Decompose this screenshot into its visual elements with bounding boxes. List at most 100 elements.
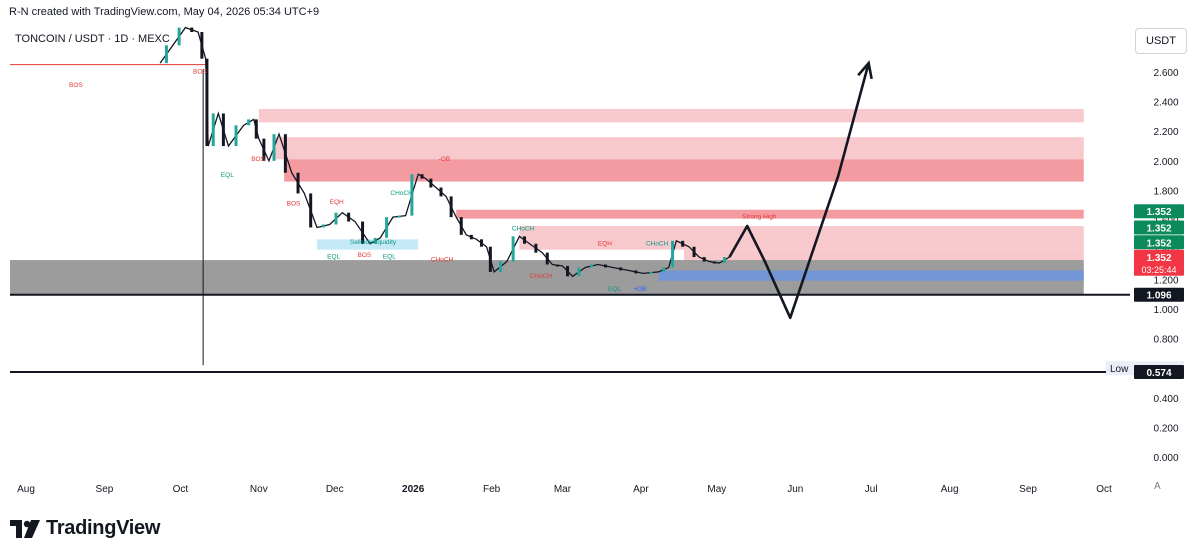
candle [681, 240, 685, 247]
candle [234, 125, 238, 147]
candle [262, 138, 266, 161]
x-tick-label: May [707, 484, 726, 495]
x-tick-label: Aug [941, 484, 959, 495]
candle [449, 196, 453, 218]
x-tick-label: Aug [17, 484, 35, 495]
candle [385, 217, 389, 238]
candle [420, 174, 424, 179]
annotation-label: +OB [633, 286, 646, 293]
candle [603, 264, 607, 268]
auto-scale-button[interactable]: A [1154, 481, 1161, 492]
candle [309, 193, 313, 228]
annotation-label: BOS [69, 82, 83, 89]
candle [590, 264, 594, 268]
candle [511, 236, 515, 262]
price-tag-label: 1.352 [1146, 238, 1171, 249]
y-tick-label: 0.200 [1153, 423, 1178, 434]
candle [662, 267, 666, 272]
candle [722, 257, 726, 264]
annotations-layer: BOS BOS BOS BOS EQL EQH CHoCH -OB Sellside liqui… [69, 68, 777, 293]
price-tag-bg [1134, 365, 1184, 380]
price-tag-bg [1134, 287, 1184, 302]
candle [347, 212, 351, 222]
candle [671, 240, 675, 268]
candle [200, 32, 204, 59]
candle [373, 237, 377, 244]
price-tag-bg [1134, 204, 1184, 219]
price-tag-label: 0.574 [1146, 368, 1171, 379]
x-tick-label: 2026 [402, 484, 425, 495]
price-tag-label: 1.352 [1146, 223, 1171, 234]
x-tick-label: Nov [250, 484, 268, 495]
x-tick-label: Sep [1019, 484, 1037, 495]
low-prefix-label: Low [1110, 364, 1129, 375]
candle [498, 261, 502, 272]
annotation-label: CHoCH [390, 190, 413, 197]
candle [534, 243, 538, 253]
x-tick-label: Apr [633, 484, 649, 495]
candle [577, 267, 581, 277]
y-tick-label: 0.400 [1153, 394, 1178, 405]
candle [634, 270, 638, 274]
y-tick-label: 1.000 [1153, 305, 1178, 316]
candle [164, 45, 168, 64]
tradingview-logo[interactable]: TradingView [10, 517, 160, 540]
y-tick-label: 2.400 [1153, 98, 1178, 109]
annotation-label: Sellside liquidity [350, 239, 397, 246]
price-tag-bg [1134, 235, 1184, 250]
candle [254, 119, 258, 139]
blue-zone [658, 270, 1084, 281]
candle [334, 212, 338, 225]
x-tick-label: Sep [96, 484, 114, 495]
annotation-label: EQL [221, 172, 234, 179]
price-tag-bg [1134, 249, 1184, 276]
candle [566, 265, 570, 277]
currency-button[interactable]: USDT [1135, 28, 1187, 54]
time-axis[interactable]: Aug Sep Oct Nov Dec 2026 Feb Mar Apr May Jun Jul Aug… [17, 484, 1112, 495]
attribution-header: R-N created with TradingView.com, May 04… [9, 6, 320, 18]
x-tick-label: Feb [483, 484, 501, 495]
annotation-label: EQH [598, 240, 612, 247]
candle [410, 174, 414, 216]
annotation-label: Strong High [742, 214, 777, 221]
supply-zone [258, 109, 1084, 123]
candle [439, 187, 443, 197]
symbol-title: TONCOIN / USDT · 1D · MEXC [15, 33, 170, 45]
candle [361, 221, 365, 244]
candle [459, 217, 463, 235]
candle [619, 267, 623, 271]
annotation-label: -OB [438, 156, 450, 163]
y-tick-label: 2.200 [1153, 127, 1178, 138]
price-layer [159, 26, 730, 366]
price-tag-bg [1134, 220, 1184, 235]
candle [190, 27, 194, 33]
candle [702, 257, 706, 262]
annotation-label: BOS [193, 68, 207, 75]
candle [247, 119, 251, 126]
low-prefix-bg [1106, 361, 1140, 376]
candle [283, 134, 287, 173]
annotation-label: CHoCH [530, 273, 553, 280]
candle [321, 224, 325, 228]
supply-zone [273, 137, 1084, 160]
price-tag-label: 1.096 [1146, 291, 1171, 302]
x-tick-label: Jun [787, 484, 803, 495]
candle [523, 236, 527, 244]
candle [272, 134, 276, 161]
annotation-label: CHoCH [646, 240, 669, 247]
annotation-label: EQL [383, 254, 396, 261]
annotation-label: EQH [330, 199, 344, 206]
annotation-label: BOS [287, 200, 301, 207]
y-tick-label: 1.200 [1153, 275, 1178, 286]
y-tick-label: 0.800 [1153, 335, 1178, 346]
x-tick-label: Oct [1096, 484, 1112, 495]
y-tick-label: 2.000 [1153, 157, 1178, 168]
annotation-label: EQL [327, 254, 340, 261]
price-tag-label: 1.352 [1146, 207, 1171, 218]
candle [211, 113, 215, 147]
candle [397, 215, 401, 218]
supply-zone [519, 226, 1084, 250]
candle [205, 58, 209, 147]
annotation-label: CHoCH [512, 225, 535, 232]
